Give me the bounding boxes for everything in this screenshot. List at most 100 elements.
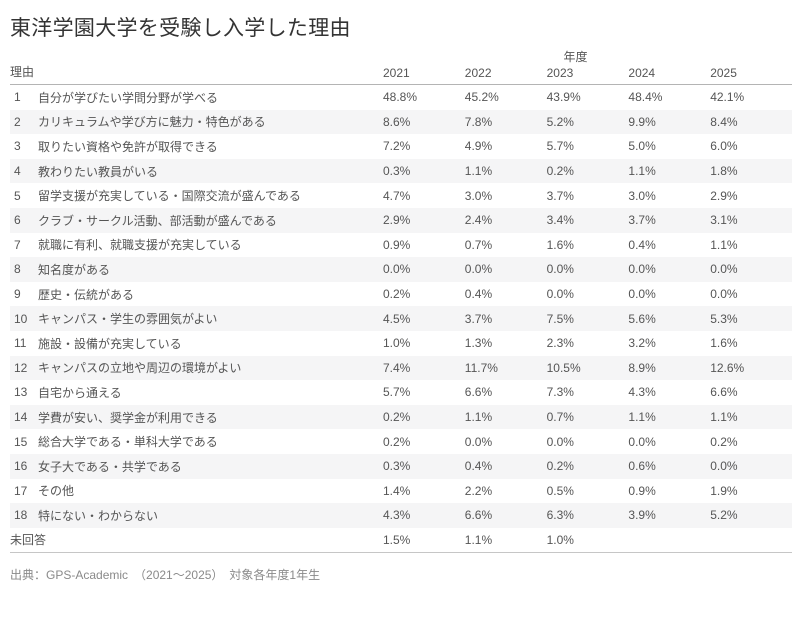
table-row: 5 留学支援が充実している・国際交流が盛んである 4.7% 3.0% 3.7% 3.0% 2…	[10, 183, 792, 208]
cell-value: 0.0%	[546, 262, 574, 277]
cell-value: 0.0%	[710, 459, 738, 474]
cell-value: 45.2%	[464, 90, 499, 105]
cell-value: 7.3%	[546, 385, 574, 400]
cell-value: 3.7%	[546, 188, 574, 203]
cell-value: 6.6%	[464, 508, 493, 523]
cell-value: 0.3%	[383, 164, 411, 179]
cell-value: 1.8%	[710, 164, 738, 179]
cell-value: 8.4%	[710, 114, 738, 129]
cell-value: 6.0%	[710, 139, 738, 154]
table-row: 9 歴史・伝統がある 0.2% 0.4% 0.0% 0.0% 0.0%	[10, 282, 792, 307]
cell-value: 1.4%	[383, 483, 411, 498]
cell-value: 4.3%	[628, 385, 656, 400]
table-row: 15 総合大学である・単科大学である 0.2% 0.0% 0.0% 0.0% 0.2%	[10, 429, 792, 454]
cell-value: 2.9%	[383, 213, 411, 228]
cell-value: 4.5%	[383, 311, 411, 326]
row-number: 8	[14, 262, 21, 277]
row-reason-label: キャンパスの立地や周辺の環境がよい	[38, 361, 242, 376]
cell-value: 0.7%	[464, 237, 493, 252]
column-header-year: 2023	[546, 66, 574, 80]
row-number: 10	[14, 311, 28, 326]
row-reason-label: 教わりたい教員がいる	[38, 164, 159, 179]
table-row: 17 その他 1.4% 2.2% 0.5% 0.9% 1.9%	[10, 479, 792, 504]
cell-value: 0.0%	[464, 434, 493, 449]
cell-value: 2.2%	[464, 483, 493, 498]
cell-value: 0.0%	[710, 262, 738, 277]
cell-value: 3.2%	[628, 336, 656, 351]
cell-value: 0.0%	[628, 434, 656, 449]
cell-value: 5.7%	[383, 385, 411, 400]
cell-value: 3.4%	[546, 213, 574, 228]
cell-value: 3.9%	[628, 508, 656, 523]
cell-value: 4.7%	[383, 188, 411, 203]
cell-value: 5.6%	[628, 311, 656, 326]
cell-value: 10.5%	[546, 360, 581, 375]
column-header-year: 2025	[710, 66, 737, 80]
table-row: 3 取りたい資格や免許が取得できる 7.2% 4.9% 5.7% 5.0% 6.0%	[10, 134, 792, 159]
cell-value: 0.2%	[383, 410, 411, 425]
table-row: 16 女子大である・共学である 0.3% 0.4% 0.2% 0.6% 0.0%	[10, 453, 792, 479]
row-reason-label: クラブ・サークル活動、部活動が盛んである	[38, 213, 277, 228]
page-title: 東洋学園大学を受験し入学した理由	[10, 17, 351, 40]
cell-value: 43.9%	[546, 90, 581, 105]
table-row: 13 自宅から通える 5.7% 6.6% 7.3% 4.3% 6.6%	[10, 380, 792, 405]
cell-value: 0.0%	[628, 262, 656, 277]
table-row: 2 カリキュラムや学び方に魅力・特色がある 8.6% 7.8% 5.2% 9.9% 8.4%	[10, 109, 792, 135]
table-row: 11 施設・設備が充実している 1.0% 1.3% 2.3% 3.2% 1.6%	[10, 331, 792, 356]
table-row: 14 学費が安い、奨学金が利用できる 0.2% 1.1% 0.7% 1.1% 1.1%	[10, 404, 792, 430]
table-row: 1 自分が学びたい学問分野が学べる 48.8% 45.2% 43.9% 48.4% 42.1…	[10, 85, 792, 110]
cell-value: 1.6%	[546, 237, 574, 252]
row-reason-label: 施設・設備が充実している	[38, 336, 182, 351]
cell-value: 0.2%	[710, 434, 738, 449]
table-body: 1 自分が学びたい学問分野が学べる 48.8% 45.2% 43.9% 48.4% 42.1…	[10, 85, 792, 554]
row-number: 4	[14, 164, 21, 179]
table-row: 10 キャンパス・学生の雰囲気がよい 4.5% 3.7% 7.5% 5.6% 5.3%	[10, 306, 792, 331]
row-number: 14	[14, 410, 28, 425]
cell-value: 48.4%	[628, 90, 663, 105]
cell-value: 0.2%	[546, 164, 574, 179]
cell-value: 0.9%	[628, 483, 656, 498]
cell-value: 8.9%	[628, 360, 656, 375]
cell-value: 7.4%	[383, 360, 411, 375]
cell-value: 0.0%	[464, 262, 493, 277]
cell-value: 5.0%	[628, 139, 656, 154]
row-number: 2	[14, 114, 21, 129]
cell-value: 1.1%	[710, 237, 738, 252]
cell-value: 2.4%	[464, 213, 493, 228]
row-reason-label: 未回答	[10, 533, 47, 548]
row-reason-label: 自宅から通える	[38, 385, 122, 400]
source-note: 出典：GPS-Academic （2021〜2025） 対象各年度1年生	[10, 568, 321, 582]
cell-value: 0.3%	[383, 459, 411, 474]
cell-value: 1.3%	[464, 336, 493, 351]
cell-value: 1.1%	[628, 164, 656, 179]
table-row: 未回答 1.5% 1.1% 1.0%	[10, 528, 792, 553]
cell-value: 0.0%	[710, 287, 738, 302]
cell-value: 0.4%	[628, 237, 656, 252]
cell-value: 3.0%	[628, 188, 656, 203]
cell-value: 3.1%	[710, 213, 738, 228]
row-reason-label: 女子大である・共学である	[38, 459, 182, 474]
table-row: 7 就職に有利、就職支援が充実している 0.9% 0.7% 1.6% 0.4% 1.1%	[10, 233, 792, 258]
row-number: 1	[14, 90, 21, 105]
table-header-row: 理由 2021 2022 2023 2024 2025	[10, 65, 792, 85]
cell-value: 2.3%	[546, 336, 574, 351]
row-number: 16	[14, 459, 28, 474]
cell-value: 7.5%	[546, 311, 574, 326]
table-row: 18 特にない・わからない 4.3% 6.6% 6.3% 3.9% 5.2%	[10, 503, 792, 528]
cell-value: 0.2%	[383, 287, 411, 302]
cell-value: 2.9%	[710, 188, 738, 203]
row-number: 11	[14, 336, 27, 351]
table-row: 8 知名度がある 0.0% 0.0% 0.0% 0.0% 0.0%	[10, 257, 792, 282]
row-reason-label: 就職に有利、就職支援が充実している	[38, 238, 242, 253]
year-column-headers: 2021 2022 2023 2024 2025	[383, 66, 792, 84]
cell-value: 8.6%	[383, 114, 411, 129]
cell-value: 12.6%	[710, 360, 745, 375]
row-number: 12	[14, 360, 28, 375]
row-reason-label: キャンパス・学生の雰囲気がよい	[38, 312, 218, 327]
row-reason-label: 歴史・伝統がある	[38, 287, 135, 302]
row-number: 3	[14, 139, 21, 154]
row-reason-label: 取りたい資格や免許が取得できる	[38, 139, 218, 154]
cell-value: 0.2%	[546, 459, 574, 474]
cell-value: 1.1%	[710, 410, 738, 425]
cell-value: 0.6%	[628, 459, 656, 474]
